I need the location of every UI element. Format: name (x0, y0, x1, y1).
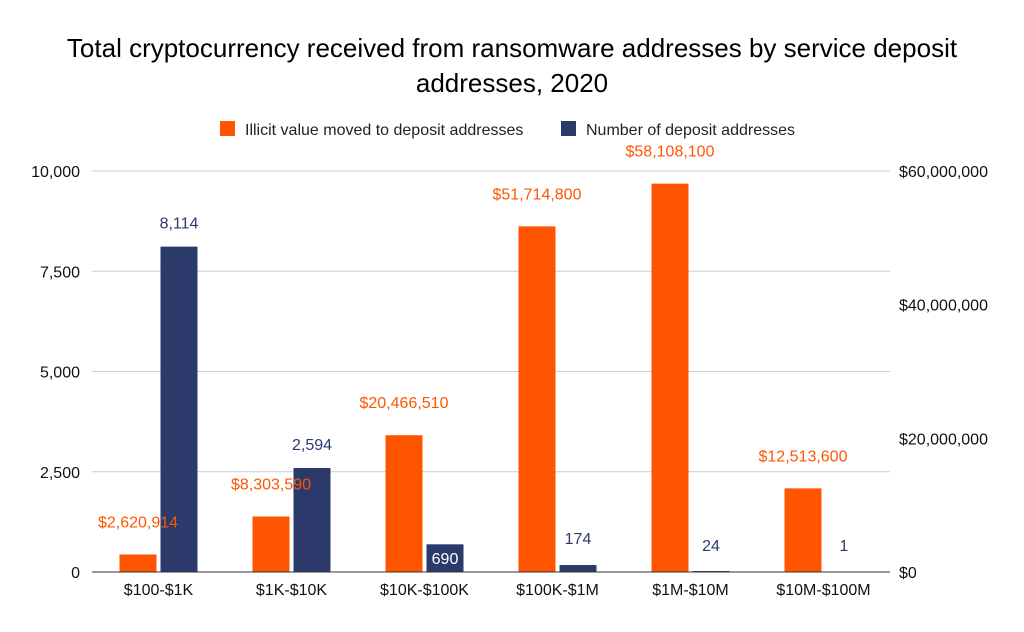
bar-illicit-value (784, 488, 822, 572)
chart-title-line-1: Total cryptocurrency received from ranso… (67, 33, 958, 63)
bar-illicit-value (119, 554, 157, 572)
left-tick-label: 7,500 (40, 264, 80, 281)
left-tick-label: 5,000 (40, 365, 80, 382)
category-label: $100-$1K (124, 582, 194, 599)
data-label-illicit-value: $2,620,914 (98, 514, 178, 531)
legend: Illicit value moved to deposit addresses… (220, 121, 795, 139)
category-label: $10M-$100M (776, 582, 870, 599)
data-label-number-of-addresses: 8,114 (160, 216, 199, 233)
chart-title-line-2: addresses, 2020 (416, 68, 608, 98)
data-label-number-of-addresses: 2,594 (292, 437, 332, 454)
left-tick-label: 2,500 (40, 465, 80, 482)
legend-label-illicit-value: Illicit value moved to deposit addresses (245, 122, 523, 139)
bar-number-of-addresses (160, 246, 198, 572)
right-tick-label: $40,000,000 (899, 298, 988, 315)
category-label: $10K-$100K (380, 582, 469, 599)
bar-number-of-addresses (559, 565, 597, 572)
left-axis-ticks: 0 2,500 5,000 7,500 10,000 (31, 164, 80, 582)
data-label-number-of-addresses: 1 (840, 538, 849, 555)
right-tick-label: $0 (899, 565, 917, 582)
bar-number-of-addresses (293, 467, 331, 572)
bar-number-of-addresses (426, 544, 464, 572)
data-label-number-of-addresses: 174 (565, 531, 592, 548)
bars (119, 183, 863, 573)
data-labels: $2,620,914 8,114 $8,303,590 2,594 $20,466,51… (98, 144, 849, 568)
right-axis-ticks: $0 $20,000,000 $40,000,000 $60,000,000 (899, 164, 988, 582)
category-labels: $100-$1K $1K-$10K $10K-$100K $100K-$1M $1M-$… (124, 582, 871, 599)
chart-title: Total cryptocurrency received from ranso… (67, 33, 958, 98)
data-label-illicit-value: $8,303,590 (231, 477, 311, 494)
bar-illicit-value (518, 226, 556, 573)
category-label: $100K-$1M (516, 582, 599, 599)
gridlines (92, 170, 890, 473)
data-label-number-of-addresses: 690 (432, 551, 459, 568)
right-tick-label: $60,000,000 (899, 164, 988, 181)
data-label-illicit-value: $12,513,600 (759, 448, 848, 465)
left-tick-label: 10,000 (31, 164, 80, 181)
data-label-number-of-addresses: 24 (702, 538, 720, 555)
data-label-illicit-value: $58,108,100 (626, 144, 715, 161)
right-tick-label: $20,000,000 (899, 431, 988, 448)
category-label: $1M-$10M (652, 582, 728, 599)
data-label-illicit-value: $51,714,800 (493, 186, 582, 203)
left-tick-label: 0 (71, 565, 80, 582)
bar-illicit-value (385, 435, 423, 572)
bar-illicit-value (651, 183, 689, 572)
legend-swatch-illicit-value (220, 121, 235, 136)
data-label-illicit-value: $20,466,510 (360, 395, 449, 412)
bar-illicit-value (252, 516, 290, 572)
legend-swatch-number-of-addresses (561, 121, 576, 136)
category-label: $1K-$10K (256, 582, 327, 599)
legend-label-number-of-addresses: Number of deposit addresses (586, 122, 795, 139)
